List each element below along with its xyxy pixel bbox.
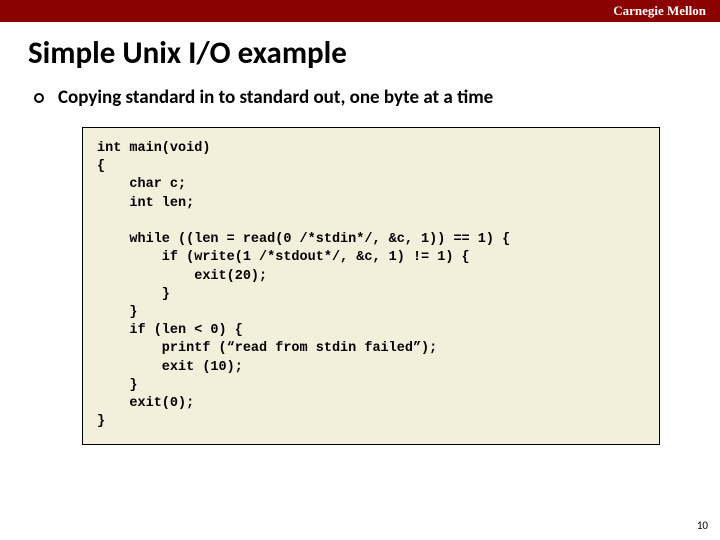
slide-title: Simple Unix I/O example [28,34,720,72]
code-block: int main(void) { char c; int len; while … [82,127,660,445]
hollow-circle-icon [34,93,44,103]
bullet-text: Copying standard in to standard out, one… [58,86,493,109]
header-brand: Carnegie Mellon [613,3,706,19]
page-number: 10 [697,519,708,532]
bullet-item: Copying standard in to standard out, one… [34,86,720,109]
header-bar: Carnegie Mellon [0,0,720,22]
